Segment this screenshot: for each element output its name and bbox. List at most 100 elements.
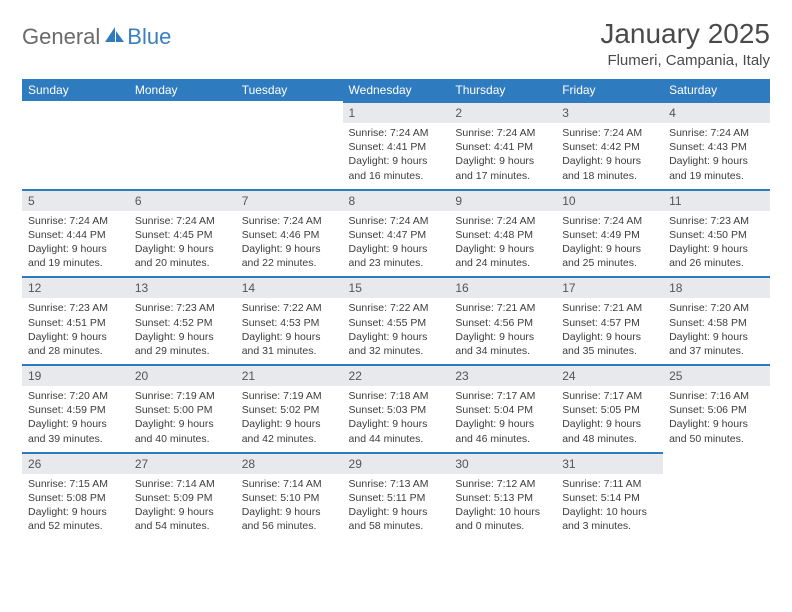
day-data: Sunrise: 7:24 AMSunset: 4:44 PMDaylight:… xyxy=(22,211,129,277)
month-title: January 2025 xyxy=(600,18,770,50)
calendar-cell: 13Sunrise: 7:23 AMSunset: 4:52 PMDayligh… xyxy=(129,276,236,364)
day-number: 29 xyxy=(343,452,450,474)
day-data: Sunrise: 7:22 AMSunset: 4:55 PMDaylight:… xyxy=(343,298,450,364)
day-number: 30 xyxy=(449,452,556,474)
day-number: 22 xyxy=(343,364,450,386)
dayname: Friday xyxy=(556,79,663,101)
day-data: Sunrise: 7:14 AMSunset: 5:10 PMDaylight:… xyxy=(236,474,343,540)
day-number: 26 xyxy=(22,452,129,474)
calendar-cell: 18Sunrise: 7:20 AMSunset: 4:58 PMDayligh… xyxy=(663,276,770,364)
calendar-cell: 20Sunrise: 7:19 AMSunset: 5:00 PMDayligh… xyxy=(129,364,236,452)
day-data: Sunrise: 7:11 AMSunset: 5:14 PMDaylight:… xyxy=(556,474,663,540)
calendar-cell: 9Sunrise: 7:24 AMSunset: 4:48 PMDaylight… xyxy=(449,189,556,277)
calendar-cell: 10Sunrise: 7:24 AMSunset: 4:49 PMDayligh… xyxy=(556,189,663,277)
day-number: 6 xyxy=(129,189,236,211)
calendar-row: 19Sunrise: 7:20 AMSunset: 4:59 PMDayligh… xyxy=(22,364,770,452)
day-number: 21 xyxy=(236,364,343,386)
day-data: Sunrise: 7:24 AMSunset: 4:46 PMDaylight:… xyxy=(236,211,343,277)
day-data: Sunrise: 7:22 AMSunset: 4:53 PMDaylight:… xyxy=(236,298,343,364)
day-data: Sunrise: 7:17 AMSunset: 5:04 PMDaylight:… xyxy=(449,386,556,452)
sail-icon xyxy=(103,25,125,50)
calendar-table: Sunday Monday Tuesday Wednesday Thursday… xyxy=(22,79,770,539)
day-number: 24 xyxy=(556,364,663,386)
dayname: Tuesday xyxy=(236,79,343,101)
dayname: Saturday xyxy=(663,79,770,101)
calendar-cell: 21Sunrise: 7:19 AMSunset: 5:02 PMDayligh… xyxy=(236,364,343,452)
calendar-cell: 12Sunrise: 7:23 AMSunset: 4:51 PMDayligh… xyxy=(22,276,129,364)
calendar-row: 1Sunrise: 7:24 AMSunset: 4:41 PMDaylight… xyxy=(22,101,770,189)
calendar-cell: 27Sunrise: 7:14 AMSunset: 5:09 PMDayligh… xyxy=(129,452,236,540)
calendar-cell: 5Sunrise: 7:24 AMSunset: 4:44 PMDaylight… xyxy=(22,189,129,277)
calendar-body: 1Sunrise: 7:24 AMSunset: 4:41 PMDaylight… xyxy=(22,101,770,539)
day-data: Sunrise: 7:18 AMSunset: 5:03 PMDaylight:… xyxy=(343,386,450,452)
day-number: 20 xyxy=(129,364,236,386)
calendar-cell: 26Sunrise: 7:15 AMSunset: 5:08 PMDayligh… xyxy=(22,452,129,540)
day-data: Sunrise: 7:13 AMSunset: 5:11 PMDaylight:… xyxy=(343,474,450,540)
logo-text-general: General xyxy=(22,24,100,50)
calendar-cell: 30Sunrise: 7:12 AMSunset: 5:13 PMDayligh… xyxy=(449,452,556,540)
day-number: 15 xyxy=(343,276,450,298)
calendar-cell: 17Sunrise: 7:21 AMSunset: 4:57 PMDayligh… xyxy=(556,276,663,364)
day-data: Sunrise: 7:20 AMSunset: 4:58 PMDaylight:… xyxy=(663,298,770,364)
day-data: Sunrise: 7:24 AMSunset: 4:48 PMDaylight:… xyxy=(449,211,556,277)
calendar-cell: 24Sunrise: 7:17 AMSunset: 5:05 PMDayligh… xyxy=(556,364,663,452)
day-number: 4 xyxy=(663,101,770,123)
day-data: Sunrise: 7:12 AMSunset: 5:13 PMDaylight:… xyxy=(449,474,556,540)
calendar-cell: 2Sunrise: 7:24 AMSunset: 4:41 PMDaylight… xyxy=(449,101,556,189)
dayname: Sunday xyxy=(22,79,129,101)
day-number: 13 xyxy=(129,276,236,298)
calendar-cell: 8Sunrise: 7:24 AMSunset: 4:47 PMDaylight… xyxy=(343,189,450,277)
calendar-cell: 25Sunrise: 7:16 AMSunset: 5:06 PMDayligh… xyxy=(663,364,770,452)
day-data: Sunrise: 7:23 AMSunset: 4:52 PMDaylight:… xyxy=(129,298,236,364)
day-data: Sunrise: 7:17 AMSunset: 5:05 PMDaylight:… xyxy=(556,386,663,452)
day-number: 3 xyxy=(556,101,663,123)
calendar-cell: 19Sunrise: 7:20 AMSunset: 4:59 PMDayligh… xyxy=(22,364,129,452)
day-data: Sunrise: 7:24 AMSunset: 4:41 PMDaylight:… xyxy=(343,123,450,189)
day-number: 27 xyxy=(129,452,236,474)
day-number: 18 xyxy=(663,276,770,298)
day-data: Sunrise: 7:15 AMSunset: 5:08 PMDaylight:… xyxy=(22,474,129,540)
calendar-cell: 22Sunrise: 7:18 AMSunset: 5:03 PMDayligh… xyxy=(343,364,450,452)
calendar-row: 12Sunrise: 7:23 AMSunset: 4:51 PMDayligh… xyxy=(22,276,770,364)
day-number: 1 xyxy=(343,101,450,123)
day-number: 7 xyxy=(236,189,343,211)
day-number: 16 xyxy=(449,276,556,298)
calendar-cell xyxy=(663,452,770,540)
day-number: 2 xyxy=(449,101,556,123)
calendar-cell xyxy=(236,101,343,189)
calendar-cell: 23Sunrise: 7:17 AMSunset: 5:04 PMDayligh… xyxy=(449,364,556,452)
calendar-cell: 14Sunrise: 7:22 AMSunset: 4:53 PMDayligh… xyxy=(236,276,343,364)
day-number: 17 xyxy=(556,276,663,298)
calendar-cell xyxy=(22,101,129,189)
location: Flumeri, Campania, Italy xyxy=(600,52,770,69)
day-number: 11 xyxy=(663,189,770,211)
day-data: Sunrise: 7:21 AMSunset: 4:56 PMDaylight:… xyxy=(449,298,556,364)
calendar-cell xyxy=(129,101,236,189)
calendar-cell: 6Sunrise: 7:24 AMSunset: 4:45 PMDaylight… xyxy=(129,189,236,277)
calendar-cell: 11Sunrise: 7:23 AMSunset: 4:50 PMDayligh… xyxy=(663,189,770,277)
calendar-cell: 28Sunrise: 7:14 AMSunset: 5:10 PMDayligh… xyxy=(236,452,343,540)
calendar-cell: 16Sunrise: 7:21 AMSunset: 4:56 PMDayligh… xyxy=(449,276,556,364)
day-number: 28 xyxy=(236,452,343,474)
header: General Blue January 2025 Flumeri, Campa… xyxy=(22,18,770,69)
day-data: Sunrise: 7:16 AMSunset: 5:06 PMDaylight:… xyxy=(663,386,770,452)
day-data: Sunrise: 7:24 AMSunset: 4:41 PMDaylight:… xyxy=(449,123,556,189)
day-number: 25 xyxy=(663,364,770,386)
day-data: Sunrise: 7:24 AMSunset: 4:45 PMDaylight:… xyxy=(129,211,236,277)
logo-text-blue: Blue xyxy=(127,24,171,50)
calendar-cell: 15Sunrise: 7:22 AMSunset: 4:55 PMDayligh… xyxy=(343,276,450,364)
day-data: Sunrise: 7:24 AMSunset: 4:49 PMDaylight:… xyxy=(556,211,663,277)
calendar-cell: 7Sunrise: 7:24 AMSunset: 4:46 PMDaylight… xyxy=(236,189,343,277)
day-number: 10 xyxy=(556,189,663,211)
calendar-cell: 4Sunrise: 7:24 AMSunset: 4:43 PMDaylight… xyxy=(663,101,770,189)
dayname: Thursday xyxy=(449,79,556,101)
day-data: Sunrise: 7:21 AMSunset: 4:57 PMDaylight:… xyxy=(556,298,663,364)
dayname: Wednesday xyxy=(343,79,450,101)
logo: General Blue xyxy=(22,18,171,50)
day-number: 14 xyxy=(236,276,343,298)
calendar-row: 5Sunrise: 7:24 AMSunset: 4:44 PMDaylight… xyxy=(22,189,770,277)
day-number: 5 xyxy=(22,189,129,211)
title-block: January 2025 Flumeri, Campania, Italy xyxy=(600,18,770,69)
day-data: Sunrise: 7:24 AMSunset: 4:47 PMDaylight:… xyxy=(343,211,450,277)
day-data: Sunrise: 7:20 AMSunset: 4:59 PMDaylight:… xyxy=(22,386,129,452)
